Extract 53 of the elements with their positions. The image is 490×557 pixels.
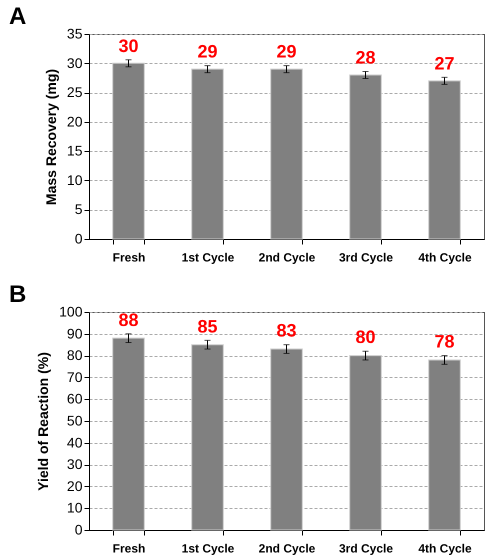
y-tick-label: 60 bbox=[66, 390, 83, 407]
y-tick-label: 25 bbox=[66, 84, 83, 100]
y-tick-label: 10 bbox=[66, 500, 83, 516]
data-label: 80 bbox=[355, 327, 376, 348]
bar bbox=[112, 338, 145, 530]
y-tick-label: 30 bbox=[66, 54, 83, 71]
y-tick-label: 0 bbox=[74, 230, 83, 246]
x-tick-label: 1st Cycle bbox=[182, 250, 235, 264]
y-tick-label: 80 bbox=[66, 347, 83, 364]
bar bbox=[270, 348, 303, 530]
x-tick-label: 1st Cycle bbox=[182, 542, 235, 556]
x-tick-label: 2nd Cycle bbox=[258, 250, 316, 264]
chart-title: A bbox=[9, 3, 26, 30]
y-tick-label: 20 bbox=[66, 478, 83, 494]
bar bbox=[349, 74, 382, 240]
data-label: 88 bbox=[118, 310, 139, 330]
data-label: 83 bbox=[276, 320, 297, 341]
bar bbox=[191, 344, 224, 530]
data-label: 27 bbox=[434, 53, 455, 74]
x-tick-label: 3rd Cycle bbox=[338, 542, 394, 556]
y-tick-label: 70 bbox=[66, 368, 83, 385]
y-tick-label: 5 bbox=[74, 201, 83, 218]
data-label: 28 bbox=[355, 47, 376, 68]
x-tick-label: Fresh bbox=[112, 250, 146, 264]
y-tick-label: 40 bbox=[66, 434, 83, 450]
chart-title: B bbox=[9, 281, 26, 308]
y-tick-label: 90 bbox=[66, 325, 83, 342]
y-tick-label: 10 bbox=[66, 172, 83, 188]
y-tick-label: 100 bbox=[59, 304, 83, 320]
y-tick-label: 35 bbox=[66, 26, 83, 42]
y-tick-label: 50 bbox=[66, 412, 83, 428]
x-tick-label: 4th Cycle bbox=[418, 542, 472, 556]
data-label: 30 bbox=[118, 36, 139, 56]
bar bbox=[191, 68, 224, 240]
data-label: 85 bbox=[197, 316, 218, 336]
bar bbox=[349, 355, 382, 530]
x-tick-label: 2nd Cycle bbox=[258, 542, 316, 556]
x-tick-label: 4th Cycle bbox=[418, 250, 472, 264]
bar bbox=[270, 68, 303, 240]
y-axis-title: Yield of Reaction (%) bbox=[35, 352, 52, 491]
x-tick-label: Fresh bbox=[112, 542, 146, 556]
data-label: 29 bbox=[276, 42, 297, 62]
y-tick-label: 20 bbox=[66, 113, 83, 130]
y-tick-label: 0 bbox=[74, 522, 83, 538]
y-tick-label: 30 bbox=[66, 456, 83, 472]
y-axis-title: Mass Recovery (mg) bbox=[42, 68, 59, 206]
data-label: 29 bbox=[197, 42, 218, 62]
y-tick-label: 15 bbox=[66, 142, 83, 159]
x-tick-label: 3rd Cycle bbox=[338, 250, 394, 264]
bar bbox=[428, 80, 461, 240]
bar bbox=[112, 62, 145, 240]
data-label: 78 bbox=[434, 332, 455, 352]
bar bbox=[428, 359, 461, 530]
